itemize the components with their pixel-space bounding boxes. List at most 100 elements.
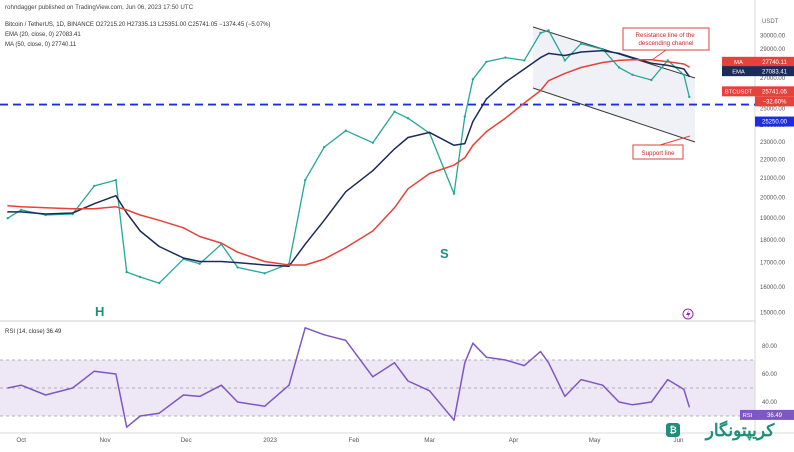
price-tag-label: MA [734,60,743,66]
data-point [139,230,141,232]
data-point [564,72,566,74]
price-tag-label: BTCUSDT [725,90,753,96]
data-point [393,148,396,150]
data-point [345,339,347,341]
data-point [182,394,185,396]
data-point [617,66,621,69]
data-point [126,209,128,211]
data-point [371,141,374,144]
data-point [372,230,374,232]
time-tick-label: Dec [181,437,192,444]
data-point [93,208,95,210]
ema-legend: EMA (20, close, 0) 27083.41 [5,32,81,38]
data-point [650,78,653,82]
watermark-logo: ₿ کریپتونگار [666,420,775,441]
resistance-callout: Resistance line of the descending channe… [622,27,710,61]
data-point [547,29,550,32]
price-tick-label: 29000.00 [760,47,786,53]
series-layer [6,29,691,428]
change-tag-value: −32.60% [763,100,788,106]
data-point [20,211,22,213]
svg-text:₿: ₿ [669,425,676,435]
data-point [393,207,396,209]
data-point [345,191,347,193]
price-axis-tags: MA 27740.11 EMA 27083.41 BTCUSDT 25741.05 −32.… [722,56,794,127]
published-text: rohndagger published on TradingView.com,… [5,4,194,11]
price-tick-label: 18000.00 [760,238,786,244]
data-point [631,73,634,77]
price-tick-label: 21000.00 [760,176,786,182]
data-point [523,59,526,62]
data-point [464,143,466,145]
data-point [523,68,525,70]
data-point [237,251,239,253]
data-point [602,61,604,64]
currency-label: USDT [762,19,779,25]
shoulder-label: S [440,246,449,261]
data-point [288,264,290,266]
channel-lower-line [532,87,696,143]
data-point [453,419,455,421]
ma-legend: MA (50, close, 0) 27740.11 [5,42,77,48]
data-point [323,219,325,221]
rsi-tick-label: 60.00 [762,372,778,378]
data-point [682,73,686,77]
data-point [539,57,542,59]
data-point [7,211,9,213]
time-tick-label: Nov [100,437,112,444]
time-tick-label: Apr [509,437,519,444]
data-point [472,120,474,123]
data-point [523,102,525,104]
data-point [199,395,201,397]
data-point [650,62,653,64]
data-point [198,262,201,265]
data-point [264,405,266,407]
rsi-band [0,360,755,416]
data-point [472,144,474,146]
data-point [93,370,95,372]
data-point [471,78,475,81]
data-point [429,390,431,392]
data-point [220,242,222,244]
data-point [139,214,141,216]
data-point [264,264,266,266]
data-point [485,131,487,133]
data-point [407,188,409,190]
data-point [504,117,506,119]
data-point [504,81,506,83]
data-point [579,42,583,45]
data-point [539,31,542,35]
data-point [688,406,690,408]
data-point [93,184,96,188]
data-point [372,376,374,378]
data-point [504,359,506,361]
data-point [601,48,604,51]
data-point [539,351,542,353]
data-point [126,212,128,214]
data-point [564,54,566,57]
price-tag-label: EMA [732,69,745,75]
data-point [220,384,222,386]
data-point [452,192,456,195]
data-point [139,415,141,417]
data-point [523,365,525,367]
data-point [504,56,507,59]
data-point [580,379,582,381]
data-point [464,157,466,159]
data-point [472,342,474,344]
price-tick-label: 15000.00 [760,311,786,317]
data-point [429,172,431,175]
price-tag-value: 27740.11 [762,60,787,66]
rsi-tag-value: 36.49 [767,413,783,419]
data-point [45,213,47,215]
data-point [372,170,374,172]
data-point [6,217,9,220]
channel-fill [533,27,695,142]
data-point [72,212,74,214]
data-point [580,66,582,69]
lightning-icon[interactable] [682,308,694,320]
time-tick-label: May [589,437,602,444]
support-callout: Support line [632,135,691,160]
data-point [288,384,290,386]
price-tag: BTCUSDT 25741.05 [722,86,794,97]
